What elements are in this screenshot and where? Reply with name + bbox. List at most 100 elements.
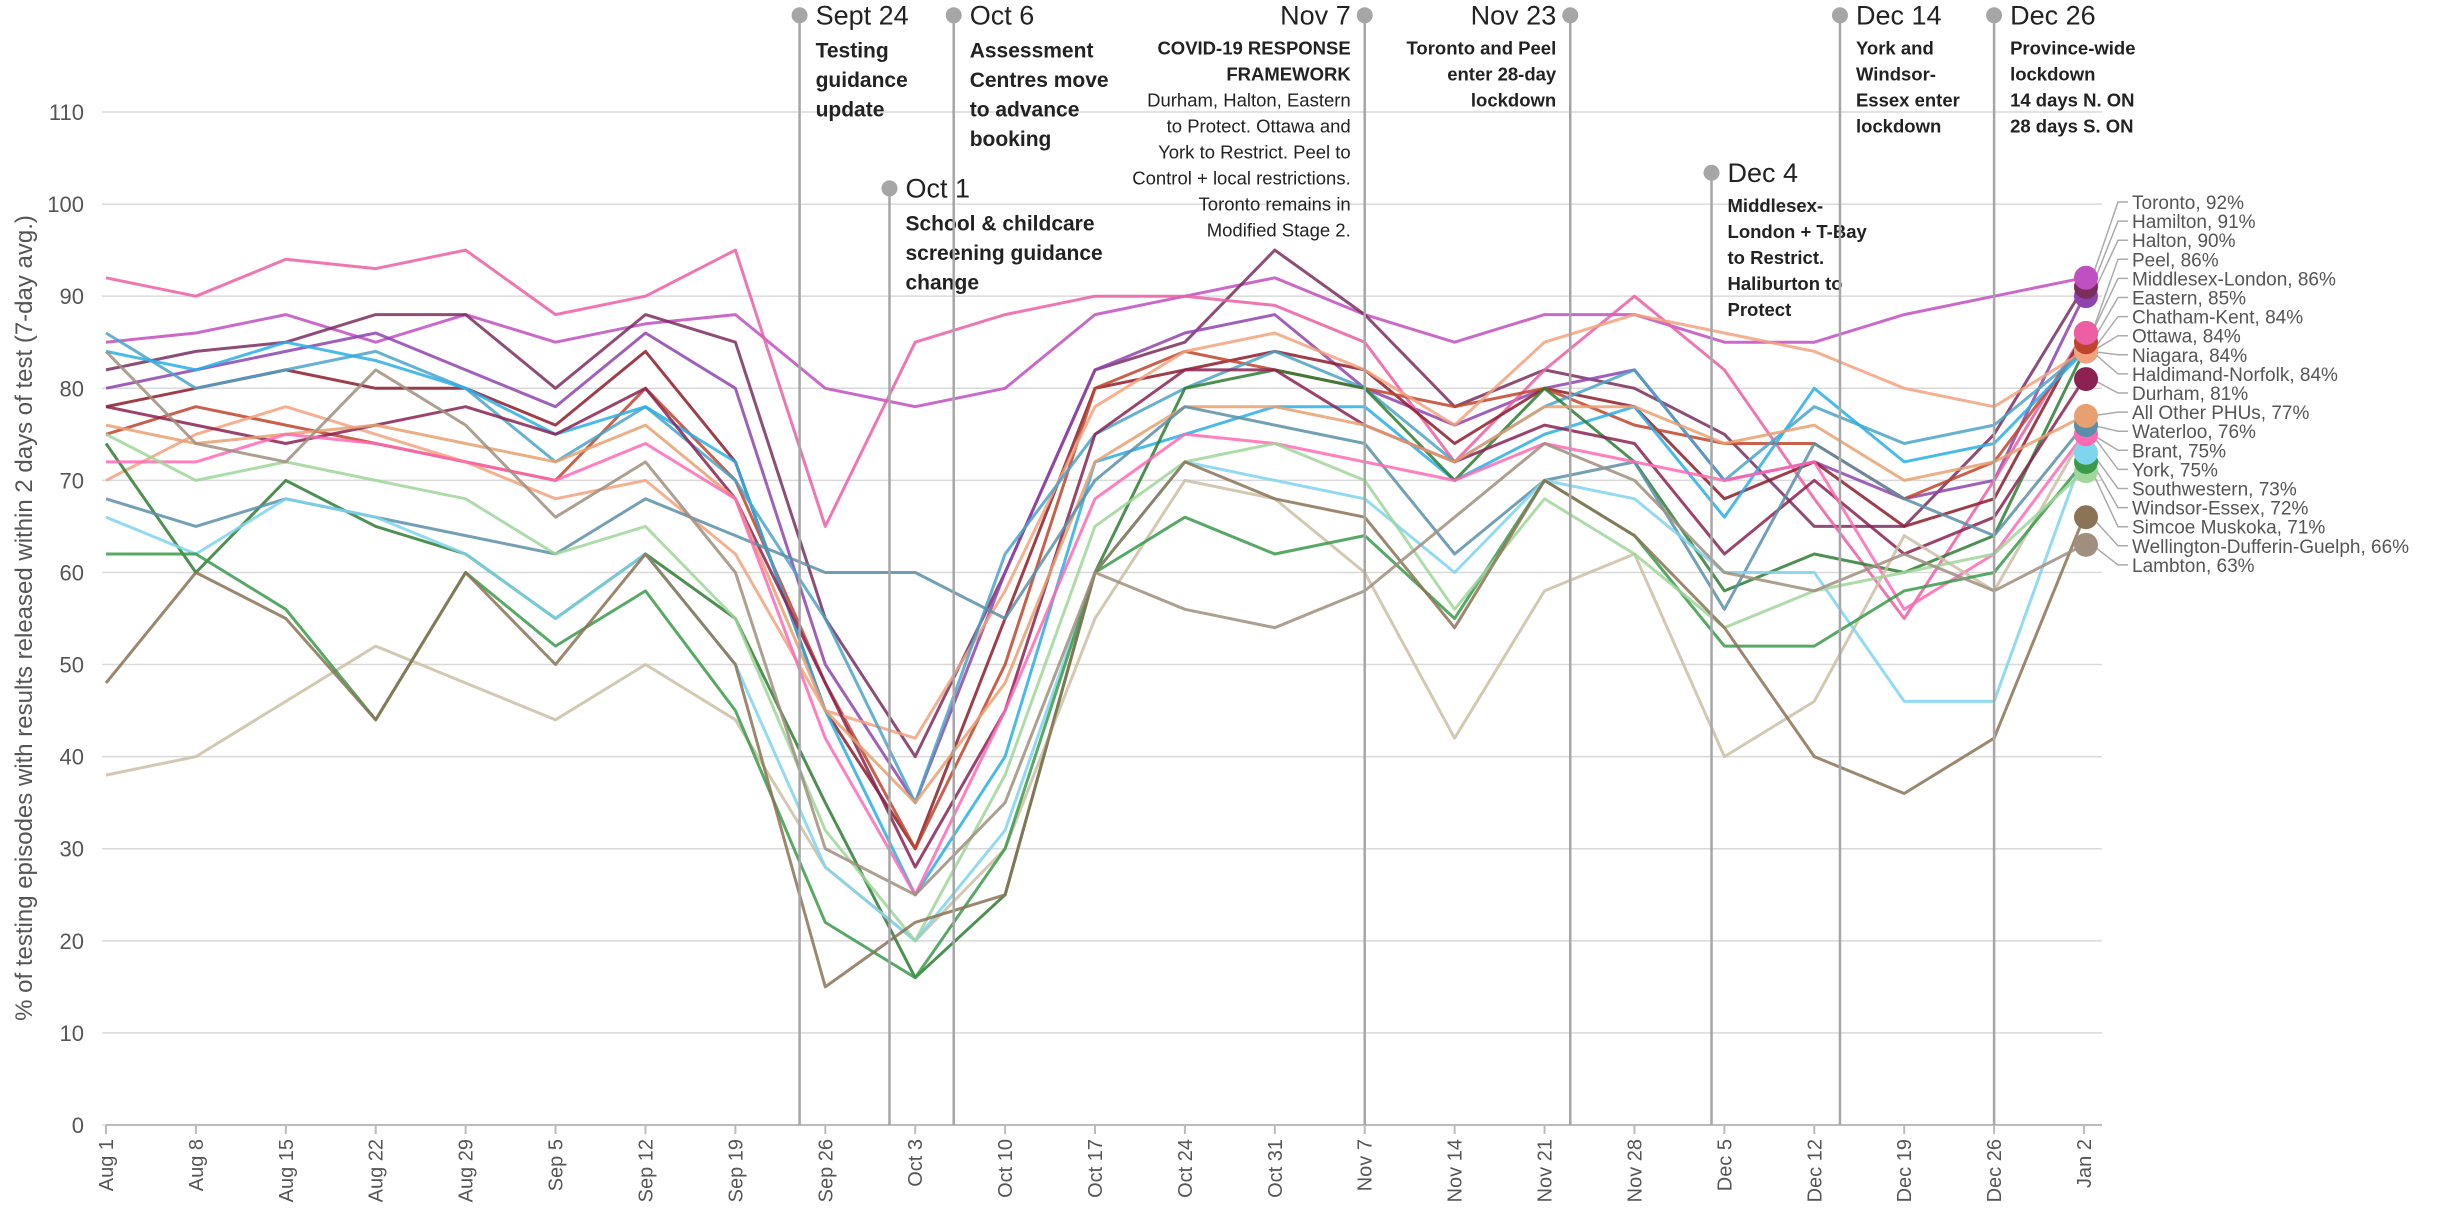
y-tick-label: 80 [60,376,84,401]
leader-line [2091,470,2128,528]
y-tick-label: 20 [60,929,84,954]
event-text: York and [1856,37,1934,58]
legend-label: Eastern, 85% [2132,289,2246,310]
y-tick-label: 100 [47,192,84,217]
event-text: Control + local restrictions. [1132,167,1351,188]
event-text: Province-wide [2010,37,2135,58]
event-marker [1562,7,1579,24]
event-date: Dec 4 [1728,158,1799,188]
event-marker [1703,164,1720,181]
x-tick-label: Aug 29 [456,1139,478,1202]
event-date: Oct 1 [905,173,970,203]
leader-line [2091,296,2128,343]
legend-label: Brant, 75% [2132,441,2226,462]
leader-line [2091,433,2128,471]
event-text: lockdown [1856,115,1941,136]
end-point [2074,321,2098,346]
event-text: FRAMEWORK [1226,63,1351,84]
x-tick-label: Oct 24 [1175,1139,1197,1198]
event-text: change [905,271,979,294]
event-marker [1986,7,2003,24]
event-text: Windsor- [1856,63,1936,84]
x-tick-label: Aug 15 [276,1139,298,1202]
event-text: guidance [816,69,908,92]
y-tick-label: 90 [60,284,84,309]
x-tick-label: Sep 5 [546,1139,568,1191]
leader-line [2091,544,2128,566]
leader-line [2091,239,2128,297]
series-line [105,332,2086,851]
event-text: to advance [970,98,1080,121]
y-tick-label: 70 [60,468,84,493]
legend-label: Windsor-Essex, 72% [2132,499,2308,520]
x-tick-label: Aug 22 [366,1139,388,1202]
leader-line [2091,411,2128,417]
event-text: 28 days S. ON [2010,115,2133,136]
event-text: Toronto remains in [1199,193,1351,214]
event-text: 14 days N. ON [2010,89,2134,110]
leader-line [2091,461,2128,509]
legend-label: Wellington-Dufferin-Guelph, 66% [2132,537,2409,558]
end-point [2074,440,2098,465]
y-tick-label: 110 [49,100,84,125]
event-date: Dec 26 [2010,0,2096,30]
y-axis-label: % of testing episodes with results relea… [11,215,38,1021]
x-tick-label: Dec 12 [1804,1139,1826,1202]
leader-line [2091,433,2128,452]
end-point [2074,367,2098,392]
leader-line [2091,378,2128,394]
event-marker [1831,7,1848,24]
event-date: Oct 6 [970,0,1035,30]
series-line [105,295,2086,805]
event-text: lockdown [2010,63,2095,84]
x-tick-label: Sep 26 [815,1139,837,1202]
event-text: update [816,98,885,121]
x-tick-label: Dec 26 [1984,1139,2006,1202]
leader-line [2091,350,2128,356]
y-tick-label: 30 [60,837,84,862]
event-text: Middlesex- [1728,195,1824,216]
legend-label: Haldimand-Norfolk, 84% [2132,365,2338,386]
y-tick-label: 50 [60,653,84,678]
legend-label: Simcoe Muskoka, 71% [2132,518,2325,539]
leader-line [2091,334,2128,353]
y-tick-label: 10 [60,1021,84,1046]
event-text: Toronto and Peel [1407,37,1557,58]
leader-line [2091,424,2128,432]
series-line [104,350,2085,897]
x-tick-label: Oct 17 [1085,1139,1107,1198]
x-tick-label: Nov 28 [1624,1139,1646,1202]
legend-label: Lambton, 63% [2132,556,2255,577]
legend-label: Middlesex-London, 86% [2132,269,2336,290]
leader-line [2091,201,2128,279]
event-text: Durham, Halton, Eastern [1147,89,1351,110]
end-point [2074,505,2098,530]
event-text: Protect [1728,299,1792,320]
end-point [2074,265,2098,290]
leader-line [2091,258,2128,334]
event-text: Haliburton to [1728,273,1843,294]
x-tick-label: Oct 3 [905,1139,927,1187]
y-tick-label: 40 [60,745,84,770]
legend-label: York, 75% [2132,460,2218,481]
legend-label: Ottawa, 84% [2132,327,2241,348]
leader-line [2091,315,2128,352]
series-line [105,276,2085,409]
series-line [105,331,2085,805]
legend-label: All Other PHUs, 77% [2132,403,2309,424]
x-tick-label: Dec 19 [1894,1139,1916,1202]
leader-line [2091,220,2128,288]
x-tick-label: Sep 12 [635,1139,657,1202]
event-text: screening guidance [905,242,1102,265]
leader-line [2091,350,2128,375]
event-text: to Restrict. [1728,247,1825,268]
series-line [105,368,2086,869]
legend-label: Halton, 90% [2132,231,2236,252]
x-tick-label: Aug 1 [96,1139,118,1191]
event-marker [945,7,962,24]
y-tick-label: 0 [72,1113,84,1138]
legend-label: Toronto, 92% [2132,193,2244,214]
event-date: Nov 23 [1471,0,1557,30]
event-date: Nov 7 [1280,0,1351,30]
